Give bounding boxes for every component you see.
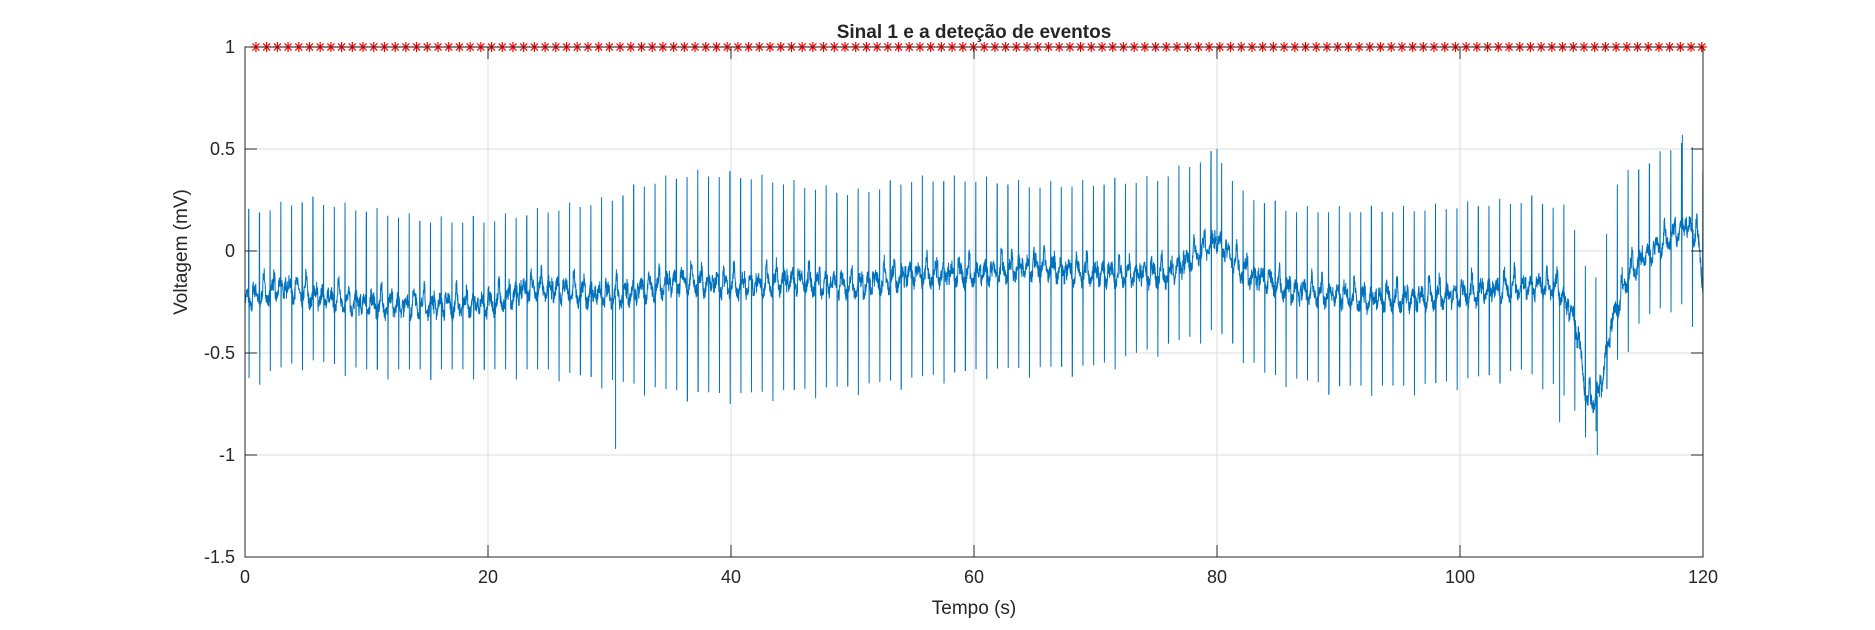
- x-tick-label: 0: [240, 567, 250, 587]
- x-axis-label: Tempo (s): [932, 598, 1016, 619]
- tick-labels: 0 20 40 60 80 100 120 -1.5 -1 -0.5 0 0.5 1: [204, 37, 1718, 587]
- x-tick-label: 60: [964, 567, 984, 587]
- x-tick-label: 80: [1207, 567, 1227, 587]
- x-tick-label: 20: [478, 567, 498, 587]
- y-tick-label: -1.5: [204, 547, 235, 567]
- y-tick-label: 0.5: [210, 139, 235, 159]
- x-tick-label: 120: [1688, 567, 1718, 587]
- y-tick-label: 1: [225, 37, 235, 57]
- x-tick-label: 100: [1445, 567, 1475, 587]
- x-tick-label: 40: [721, 567, 741, 587]
- axes: [244, 46, 1704, 558]
- y-axis-label: Voltagem (mV): [171, 189, 192, 315]
- y-tick-label: -1: [219, 445, 235, 465]
- signal-notable-points: [615, 134, 1683, 455]
- y-tick-label: -0.5: [204, 343, 235, 363]
- y-tick-label: 0: [225, 241, 235, 261]
- signal-series-line: [244, 143, 1704, 438]
- chart-title: Sinal 1 e a deteção de eventos: [837, 22, 1112, 43]
